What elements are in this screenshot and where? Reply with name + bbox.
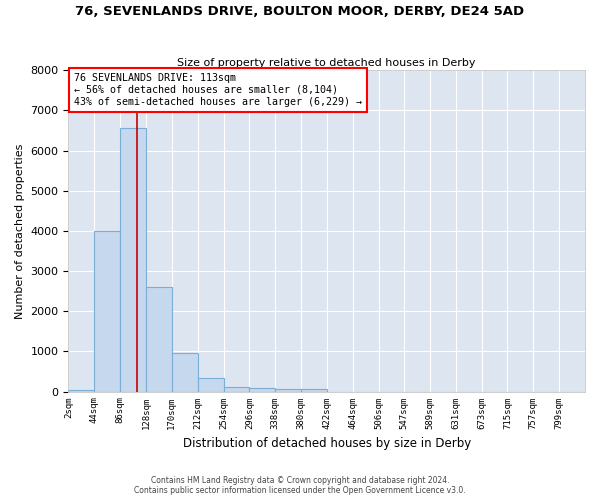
Bar [301, 389, 327, 392]
Text: 76 SEVENLANDS DRIVE: 113sqm
← 56% of detached houses are smaller (8,104)
43% of : 76 SEVENLANDS DRIVE: 113sqm ← 56% of det… [74, 74, 362, 106]
Bar [120, 128, 146, 392]
Bar [198, 378, 224, 392]
X-axis label: Distribution of detached houses by size in Derby: Distribution of detached houses by size … [182, 437, 471, 450]
Bar [224, 386, 250, 392]
Title: Size of property relative to detached houses in Derby: Size of property relative to detached ho… [178, 58, 476, 68]
Bar [146, 287, 172, 392]
Text: 76, SEVENLANDS DRIVE, BOULTON MOOR, DERBY, DE24 5AD: 76, SEVENLANDS DRIVE, BOULTON MOOR, DERB… [76, 5, 524, 18]
Text: Contains HM Land Registry data © Crown copyright and database right 2024.
Contai: Contains HM Land Registry data © Crown c… [134, 476, 466, 495]
Bar [172, 354, 198, 392]
Bar [275, 388, 301, 392]
Y-axis label: Number of detached properties: Number of detached properties [15, 143, 25, 318]
Bar [94, 231, 120, 392]
Bar [68, 390, 94, 392]
Bar [250, 388, 275, 392]
